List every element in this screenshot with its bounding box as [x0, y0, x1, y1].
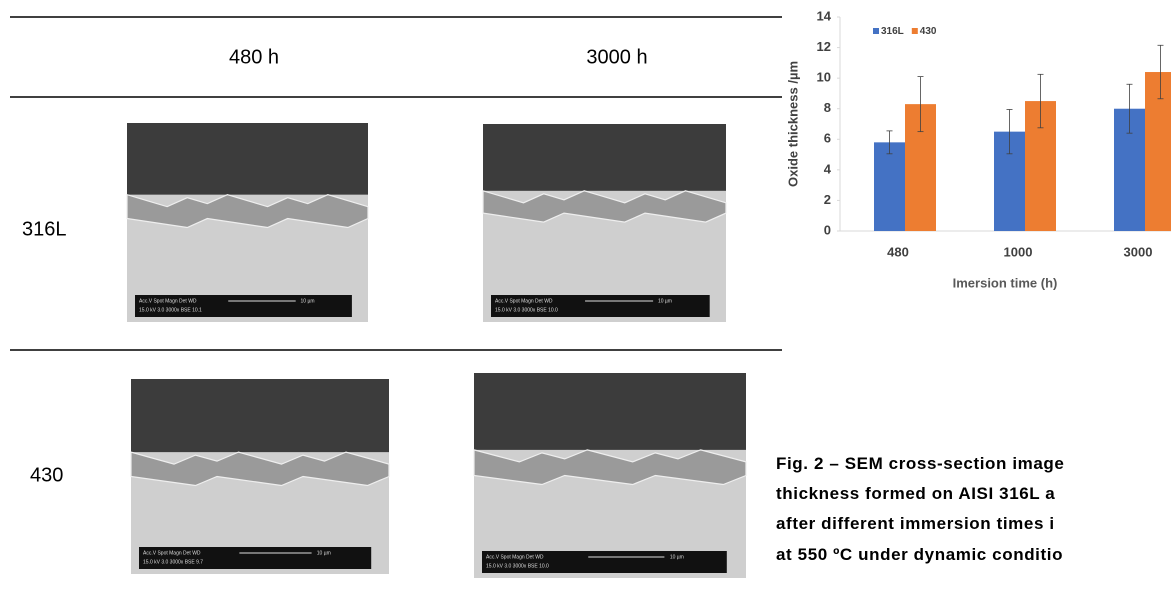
error-bar — [1157, 44, 1164, 100]
legend-label: 430 — [920, 26, 937, 37]
legend-label: 316L — [881, 26, 904, 37]
sem-info: 15.0 kV 3.0 3000x BSE 9.7 — [143, 559, 203, 565]
sem-oxide — [482, 190, 727, 223]
y-axis-label: Oxide thickness /µm — [785, 61, 800, 187]
sem-info: Acc.V Spot Magn Det WD — [495, 298, 553, 304]
sem-info: 15.0 kV 3.0 3000x BSE 10.0 — [486, 563, 549, 569]
error-bar — [1126, 83, 1133, 134]
sem-info: 15.0 kV 3.0 3000x BSE 10.0 — [495, 307, 558, 313]
caption: thickness formed on AISI 316L a — [776, 484, 1056, 503]
sem-resin — [131, 379, 389, 453]
sem-databar — [139, 547, 372, 569]
error-bar — [1006, 109, 1013, 155]
row-label: 430 — [30, 464, 63, 486]
sem-scale: 10 µm — [658, 298, 672, 304]
caption: at 550 ºC under dynamic conditio — [776, 545, 1064, 564]
column-header: 480 h — [229, 46, 279, 68]
sem-info: Acc.V Spot Magn Det WD — [486, 554, 544, 560]
x-tick-label: 1000 — [1004, 244, 1033, 259]
bar — [874, 142, 905, 231]
y-tick-label: 2 — [824, 192, 831, 207]
sem-info: 15.0 kV 3.0 3000x BSE 10.1 — [139, 307, 202, 313]
sem-oxide — [473, 449, 747, 486]
bar — [1145, 72, 1171, 232]
y-tick-label: 12 — [817, 39, 831, 54]
sem-info: Acc.V Spot Magn Det WD — [143, 550, 201, 556]
y-tick-label: 4 — [824, 161, 832, 176]
error-bar — [917, 76, 924, 133]
y-tick-label: 10 — [817, 70, 831, 85]
x-tick-label: 3000 — [1124, 244, 1153, 259]
sem-info: Acc.V Spot Magn Det WD — [139, 298, 197, 304]
sem-resin — [474, 373, 746, 450]
sem-resin — [483, 124, 726, 191]
legend-swatch — [911, 28, 918, 34]
sem-oxide — [126, 193, 369, 229]
sem-databar — [482, 551, 727, 573]
x-axis-label: Imersion time (h) — [953, 275, 1058, 290]
sem-databar — [135, 295, 352, 317]
error-bar — [886, 130, 893, 155]
caption: after different immersion times i — [776, 514, 1055, 533]
column-header: 3000 h — [586, 46, 647, 68]
sem-oxide — [130, 451, 390, 487]
error-bar — [1037, 73, 1044, 129]
x-tick-label: 480 — [887, 244, 909, 259]
y-tick-label: 6 — [824, 131, 831, 146]
row-label: 316L — [22, 218, 67, 240]
y-tick-label: 8 — [824, 100, 831, 115]
y-tick-label: 0 — [824, 222, 831, 237]
legend-swatch — [873, 28, 879, 34]
sem-resin — [127, 123, 368, 195]
sem-scale: 10 µm — [317, 550, 331, 556]
sem-scale: 10 µm — [670, 554, 684, 560]
sem-databar — [491, 295, 710, 317]
y-tick-label: 14 — [817, 8, 832, 23]
caption: Fig. 2 – SEM cross-section image — [776, 454, 1065, 473]
sem-scale: 10 µm — [301, 298, 315, 304]
